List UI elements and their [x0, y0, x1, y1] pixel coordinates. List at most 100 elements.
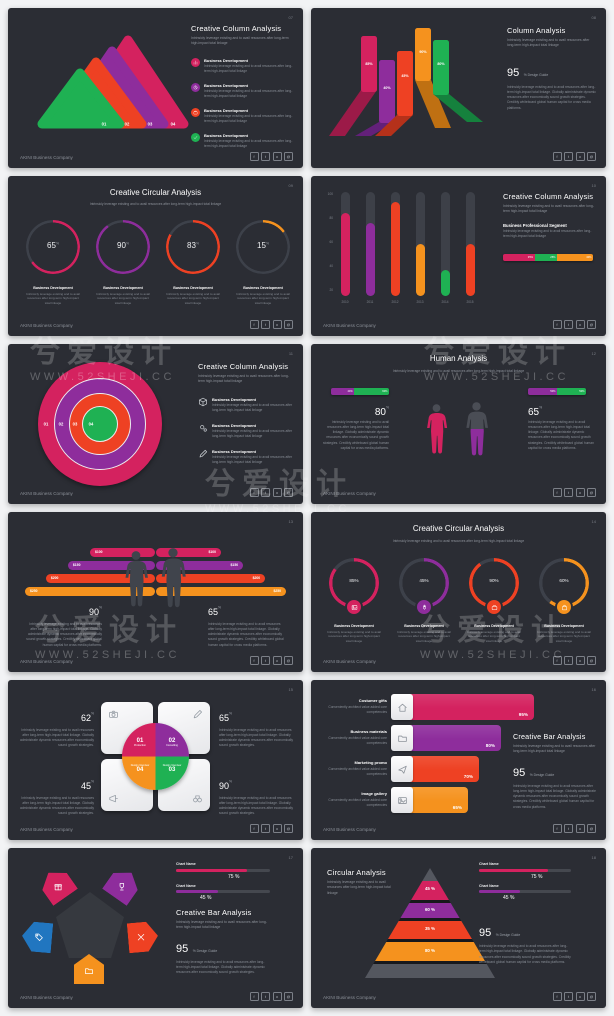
text-panel: Creative Column Analysis Intrinsicly lev…	[198, 362, 294, 466]
donut-value: 60%	[559, 578, 569, 583]
donut-ring	[539, 558, 589, 608]
stack-segment: 40%	[557, 254, 593, 261]
x-axis-label: 2014	[441, 300, 449, 304]
facebook-icon: f	[249, 824, 259, 833]
facebook-icon: f	[249, 488, 259, 497]
progress-value: 75 %	[228, 873, 240, 880]
item-title: Business Development	[212, 448, 257, 454]
company-footer: AKINI Business Company	[20, 323, 73, 328]
paragraph: Intrinsicly leverage existing and to ava…	[219, 795, 294, 816]
facebook-icon: f	[552, 656, 562, 665]
folder-icon	[391, 725, 413, 751]
slide-16[interactable]: 16 Costumer gifts Conveniently architect …	[311, 680, 606, 840]
item-desc: Intrinsicly leverage existing and to ava…	[212, 455, 293, 465]
item-title: Business Development	[243, 286, 283, 290]
email-icon: @	[284, 488, 293, 497]
column-fill	[341, 212, 350, 296]
email-icon: @	[587, 488, 596, 497]
stat-value: 95	[479, 927, 492, 939]
item-desc: Intrinsicly leverage existing and to ava…	[467, 629, 521, 644]
progress-track	[176, 868, 270, 872]
slide-subtitle: Intrinsicly leverage existing and to ava…	[89, 202, 222, 206]
stat-value: 95	[507, 66, 520, 79]
slide-09[interactable]: 09 Creative Circular Analysis Intrinsicl…	[8, 176, 303, 336]
stat-value: 90	[88, 607, 99, 617]
facebook-icon: f	[552, 488, 562, 497]
page-number: 17	[288, 855, 293, 860]
bar-right: $150	[156, 561, 244, 570]
layer-label: 03	[147, 121, 153, 127]
pyramid-layer	[365, 921, 495, 939]
slide-08[interactable]: 08 85% 40% 45% 90% 80% Column Analysis	[311, 8, 606, 168]
camera-icon	[108, 710, 119, 718]
slide-10[interactable]: 10 100 80 60 40 20 2010 2011 2012 2013 2…	[311, 176, 606, 336]
list-item: Business Development Intrinsicly leverage…	[198, 449, 294, 466]
column-track	[341, 192, 350, 296]
donut-stat: 65% Business Development Intrinsicly leve…	[25, 220, 81, 309]
item-title: Business Development	[204, 132, 249, 138]
paragraph: Intrinsicly leverage existing and to ava…	[513, 783, 597, 809]
tag-icon	[21, 921, 54, 954]
item-title: Business Development	[204, 57, 249, 63]
trophy-icon	[102, 864, 144, 906]
stack-segment: 60%	[354, 388, 389, 395]
column-track	[391, 192, 400, 296]
company-footer: AKINI Business Company	[20, 659, 73, 664]
stat-headline-left: 80%	[374, 405, 389, 418]
slide-title: Creative Bar Analysis	[176, 908, 252, 917]
social-icons: f t o @	[552, 656, 596, 665]
row-label: Costumer gifts Conveniently architect val…	[328, 698, 387, 714]
facebook-icon: f	[249, 320, 259, 329]
company-footer: AKINI Business Company	[323, 323, 376, 328]
slide-18[interactable]: 18 Circular Analysis Intrinsicly leverag…	[311, 848, 606, 1008]
item-desc: Intrinsicly leverage existing and to ava…	[327, 629, 381, 644]
row-label: Image gallery Conveniently architect valu…	[328, 791, 387, 807]
bar-value: 40%	[383, 86, 391, 90]
text-panel: Creative Column Analysis Intrinsicly lev…	[503, 192, 595, 240]
slide-17[interactable]: 17 Chart Name 75 % Chart Name	[8, 848, 303, 1008]
pyramid-layer	[365, 942, 495, 961]
slide-12[interactable]: 12 Human Analysis Intrinsicly leverage e…	[311, 344, 606, 504]
column-fill	[391, 202, 400, 296]
paragraph: Intrinsicly leverage existing and to ava…	[219, 727, 294, 748]
email-icon: @	[284, 824, 293, 833]
segment-title: Business Professional Segment	[503, 222, 567, 228]
page-number: 08	[591, 15, 596, 20]
donut-ring	[236, 220, 290, 274]
social-icons: f t o @	[249, 656, 293, 665]
megaphone-icon	[109, 794, 119, 803]
bar-right: $100	[156, 548, 221, 557]
stat-value: 65	[219, 713, 230, 723]
slide-subtitle: Intrinsicly leverage existing and to ava…	[176, 920, 267, 930]
briefcase-icon	[191, 107, 200, 117]
slide-14[interactable]: 14 Creative Circular Analysis Intrinsicl…	[311, 512, 606, 672]
facebook-icon: f	[552, 824, 562, 833]
item-desc: Intrinsicly leverage existing and to ava…	[204, 139, 293, 149]
slide-07[interactable]: 07 01 02 03 04 Creative Column Analysis …	[8, 8, 303, 168]
item-title: Business Development	[212, 396, 257, 402]
donut-ring	[96, 220, 150, 274]
instagram-icon: o	[272, 488, 282, 497]
social-icons: f t o @	[552, 824, 596, 833]
rocket-icon	[417, 600, 431, 614]
image-icon	[391, 787, 413, 813]
social-icons: f t o @	[552, 992, 596, 1001]
stat-headline: 95 % Design Guide	[479, 923, 571, 941]
quadrant-label: Design Interview 03	[162, 764, 182, 773]
item-desc: Intrinsicly leverage existing and to ava…	[204, 114, 293, 124]
quadrant-label: Design Interview 04	[130, 764, 150, 773]
quadrant-circle	[122, 723, 189, 790]
twitter-icon: t	[564, 992, 573, 1001]
paragraph: Intrinsicly leverage existing and to ava…	[479, 944, 571, 964]
instagram-icon: o	[272, 152, 282, 161]
ring-label: 02	[58, 421, 64, 427]
stat-unit: % Design Guide	[523, 72, 549, 77]
slide-15[interactable]: 15 01 Production 02 Consulting Design Inte…	[8, 680, 303, 840]
stack-segment: 25%	[534, 254, 557, 261]
list-item: Business Development Intrinsicly leverage…	[191, 82, 293, 100]
company-footer: AKINI Business Company	[20, 827, 73, 832]
slide-13[interactable]: 13 $100 $150 $200 $250 $100 $150 $200 $2…	[8, 512, 303, 672]
donut-stat: 90% Business Development Intrinsicly leve…	[466, 558, 522, 647]
slide-11[interactable]: 11 01 02 03 04 Creative Column Analysis …	[8, 344, 303, 504]
title-block: Circular Analysis Intrinsicly leverage e…	[327, 868, 397, 896]
